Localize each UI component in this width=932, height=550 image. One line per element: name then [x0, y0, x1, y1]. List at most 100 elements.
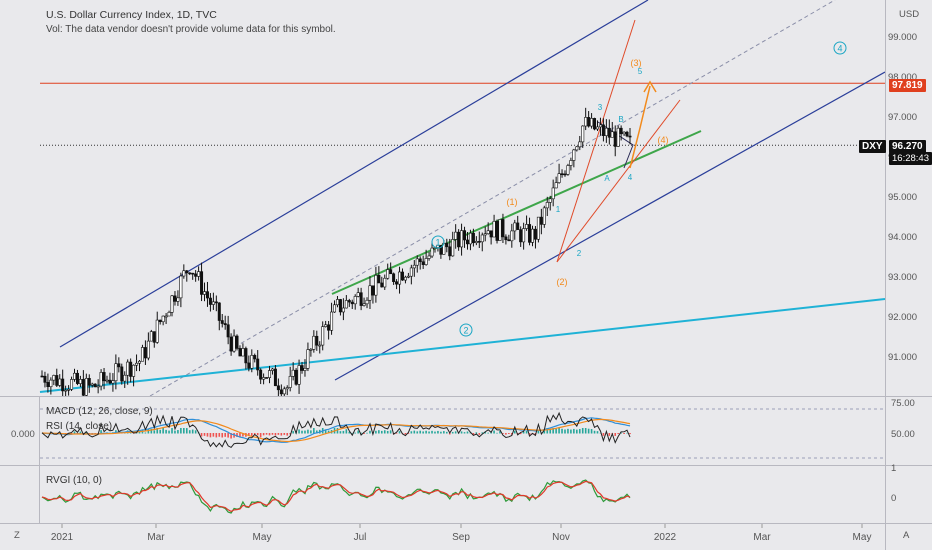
macd-hist-bar: [203, 433, 206, 436]
wave-label-paren-3: (3): [631, 58, 642, 68]
rsi-tick-50: 50.00: [891, 429, 915, 440]
macd-hist-bar: [298, 429, 300, 434]
candle-body: [279, 389, 283, 395]
wave-label-paren-2: (2): [557, 277, 568, 287]
candle-body: [170, 295, 174, 313]
macd-hist-bar: [180, 428, 182, 434]
macd-hist-bar: [79, 431, 82, 434]
candle-body: [167, 312, 171, 317]
candle-body: [208, 297, 212, 305]
candle-body: [161, 315, 165, 323]
main-pane: 4 1 2 (1) (2) (3) (4) 1 2 3 4 5 A B: [39, 0, 885, 396]
rsi-label[interactable]: RSI (14, close): [46, 421, 113, 432]
macd-hist-bar: [419, 430, 422, 434]
auto-scale-button[interactable]: A: [903, 530, 910, 541]
candle-body: [519, 229, 523, 243]
macd-hist-bar: [596, 431, 599, 434]
macd-hist-bar: [573, 428, 575, 434]
candle-body: [214, 301, 218, 304]
candle-body: [253, 355, 257, 360]
wave-label-B: B: [618, 115, 623, 124]
candle-body: [282, 388, 286, 395]
candle-body: [164, 315, 168, 318]
candle-body: [601, 124, 605, 136]
candle-body: [622, 131, 626, 135]
candle-body: [554, 182, 558, 189]
candle-body: [43, 375, 47, 383]
time-axis-label: Jul: [354, 532, 367, 543]
candle-body: [235, 335, 239, 349]
macd-hist-bar: [313, 428, 315, 434]
macd-hist-bar: [188, 430, 191, 434]
timezone-button[interactable]: Z: [14, 530, 20, 541]
macd-hist-bar: [416, 431, 419, 434]
symbol-tag: DXY: [859, 140, 886, 153]
candle-body: [398, 271, 402, 285]
candle-body: [250, 355, 254, 369]
macd-hist-bar: [428, 431, 430, 434]
macd-hist-bar: [212, 433, 215, 437]
candle-body: [598, 124, 602, 128]
macd-hist-bar: [336, 428, 339, 434]
macd-hist-bar: [248, 433, 250, 436]
candle-body: [590, 118, 594, 127]
macd-hist-bar: [351, 432, 354, 434]
candle-body: [335, 299, 339, 306]
macd-hist-bar: [274, 433, 277, 436]
candle-body: [194, 273, 198, 277]
macd-hist-bar: [242, 433, 244, 437]
wave-label-paren-1: (1): [507, 197, 518, 207]
candle-body: [575, 146, 579, 151]
time-axis-label: 2021: [51, 532, 74, 543]
macd-hist-bar: [315, 430, 318, 434]
macd-hist-bar: [608, 433, 611, 436]
candle-body: [58, 378, 62, 386]
macd-hist-bar: [283, 433, 286, 435]
macd-hist-bar: [472, 433, 475, 435]
macd-hist-bar: [422, 431, 424, 434]
rvgi-label[interactable]: RVGI (10, 0): [46, 475, 102, 486]
macd-hist-bar: [153, 430, 156, 434]
candle-body: [418, 258, 422, 263]
macd-hist-bar: [215, 433, 218, 438]
macd-hist-bar: [425, 430, 427, 434]
candle-body: [211, 301, 215, 305]
candle-body: [247, 362, 251, 369]
wave-circle-4: 4: [837, 44, 842, 54]
trendline-green: [331, 130, 702, 295]
macd-hist-bar: [327, 430, 330, 434]
macd-hist-bar: [581, 428, 584, 434]
candle-body: [324, 324, 328, 327]
channel-upper-line: [59, 0, 649, 348]
candle-body: [359, 292, 363, 306]
candle-body: [362, 303, 366, 306]
projection-arrowhead: [643, 80, 657, 93]
candle-body: [383, 277, 387, 288]
candle-body: [143, 347, 147, 359]
candle-body: [595, 126, 599, 130]
wave-label-4: 4: [628, 173, 633, 182]
candle-body: [486, 230, 490, 235]
candle-body: [158, 319, 162, 323]
candle-body: [120, 366, 124, 382]
candle-body: [539, 216, 543, 225]
price-tick: 92.000: [888, 312, 917, 323]
macd-hist-bar: [230, 433, 232, 439]
candle-body: [386, 269, 390, 279]
wave-circle-1-circle: [431, 235, 445, 249]
candle-body: [581, 125, 585, 143]
macd-label[interactable]: MACD (12, 26, close, 9): [46, 406, 153, 417]
macd-hist-bar: [265, 433, 268, 435]
candle-body: [516, 222, 520, 230]
macd-hist-bar: [508, 433, 510, 434]
candle-body: [67, 389, 71, 391]
macd-hist-bar: [165, 429, 167, 434]
macd-hist-bar: [386, 430, 389, 434]
time-axis-label: Mar: [147, 532, 165, 543]
macd-hist-bar: [487, 432, 489, 434]
macd-hist-bar: [481, 432, 484, 434]
macd-hist-bar: [239, 433, 241, 438]
macd-hist-bar: [144, 432, 147, 434]
